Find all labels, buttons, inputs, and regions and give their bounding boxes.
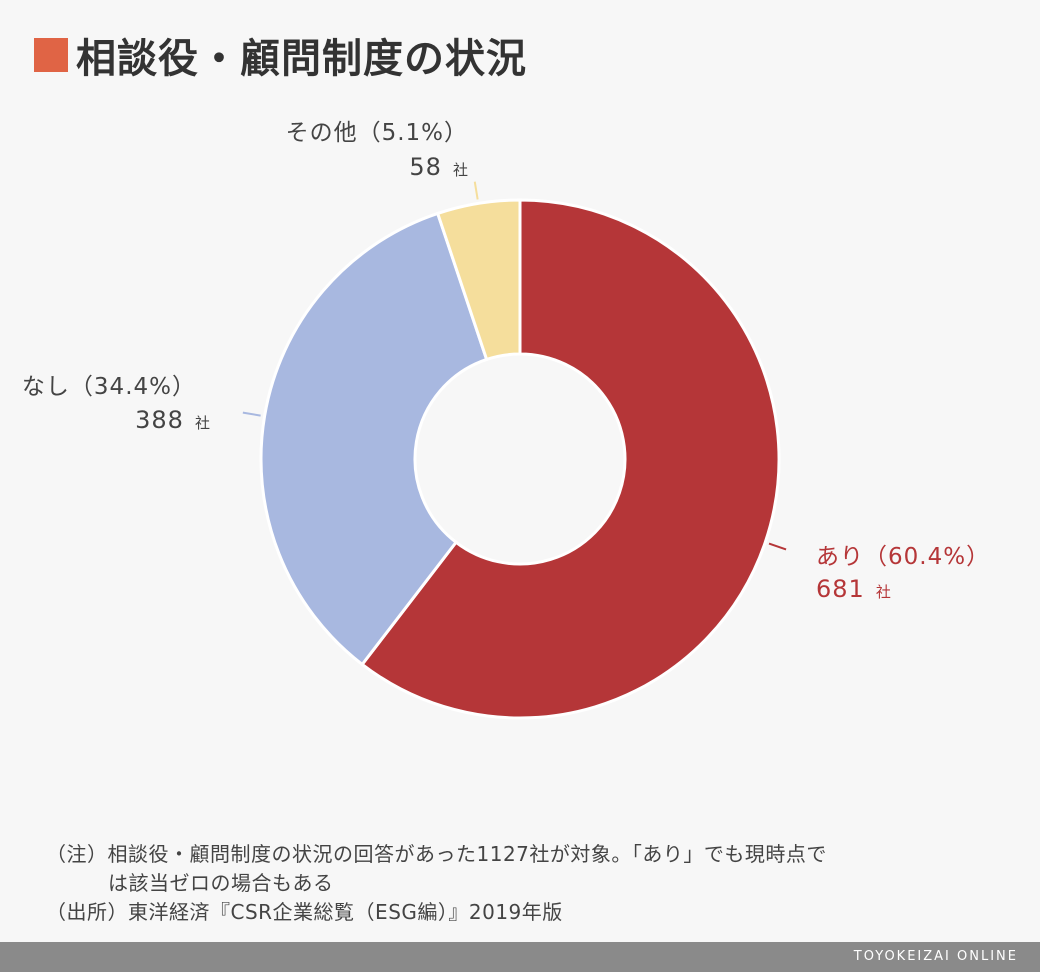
note-line-1: （注）相談役・顧問制度の状況の回答があった1127社が対象。「あり」でも現時点で (46, 842, 827, 866)
note-line-3: （出所）東洋経済『CSR企業総覧（ESG編）』2019年版 (46, 900, 563, 924)
leader-ari (768, 542, 787, 551)
slice-count-sonota: 58 社 (409, 153, 468, 181)
slice-sonota (435, 198, 522, 362)
slice-label-sonota: その他（5.1%） (286, 120, 468, 146)
title-text: 相談役・顧問制度の状況 (76, 36, 527, 82)
leader-sonota (473, 181, 479, 200)
slice-label-ari: あり（60.4%） (816, 544, 990, 570)
footer-bar: TOYOKEIZAI ONLINE (0, 942, 1040, 972)
slice-label-nashi: なし（34.4%） (22, 374, 196, 400)
notes: （注）相談役・顧問制度の状況の回答があった1127社が対象。「あり」でも現時点で… (46, 840, 827, 927)
title-square-icon (34, 38, 68, 72)
slice-ari (360, 198, 781, 720)
leader-nashi (242, 411, 261, 417)
slice-count-ari: 681 社 (816, 575, 891, 603)
note-line-2: は該当ゼロの場合もある (108, 871, 334, 895)
donut-chart: あり（60.4%） 681 社 なし（34.4%） 388 社 その他（5.1%… (22, 120, 990, 720)
slice-nashi (259, 211, 489, 667)
footer-brand: TOYOKEIZAI ONLINE (853, 949, 1018, 964)
slice-count-nashi: 388 社 (135, 406, 210, 434)
chart-title: 相談役・顧問制度の状況 (34, 26, 527, 84)
